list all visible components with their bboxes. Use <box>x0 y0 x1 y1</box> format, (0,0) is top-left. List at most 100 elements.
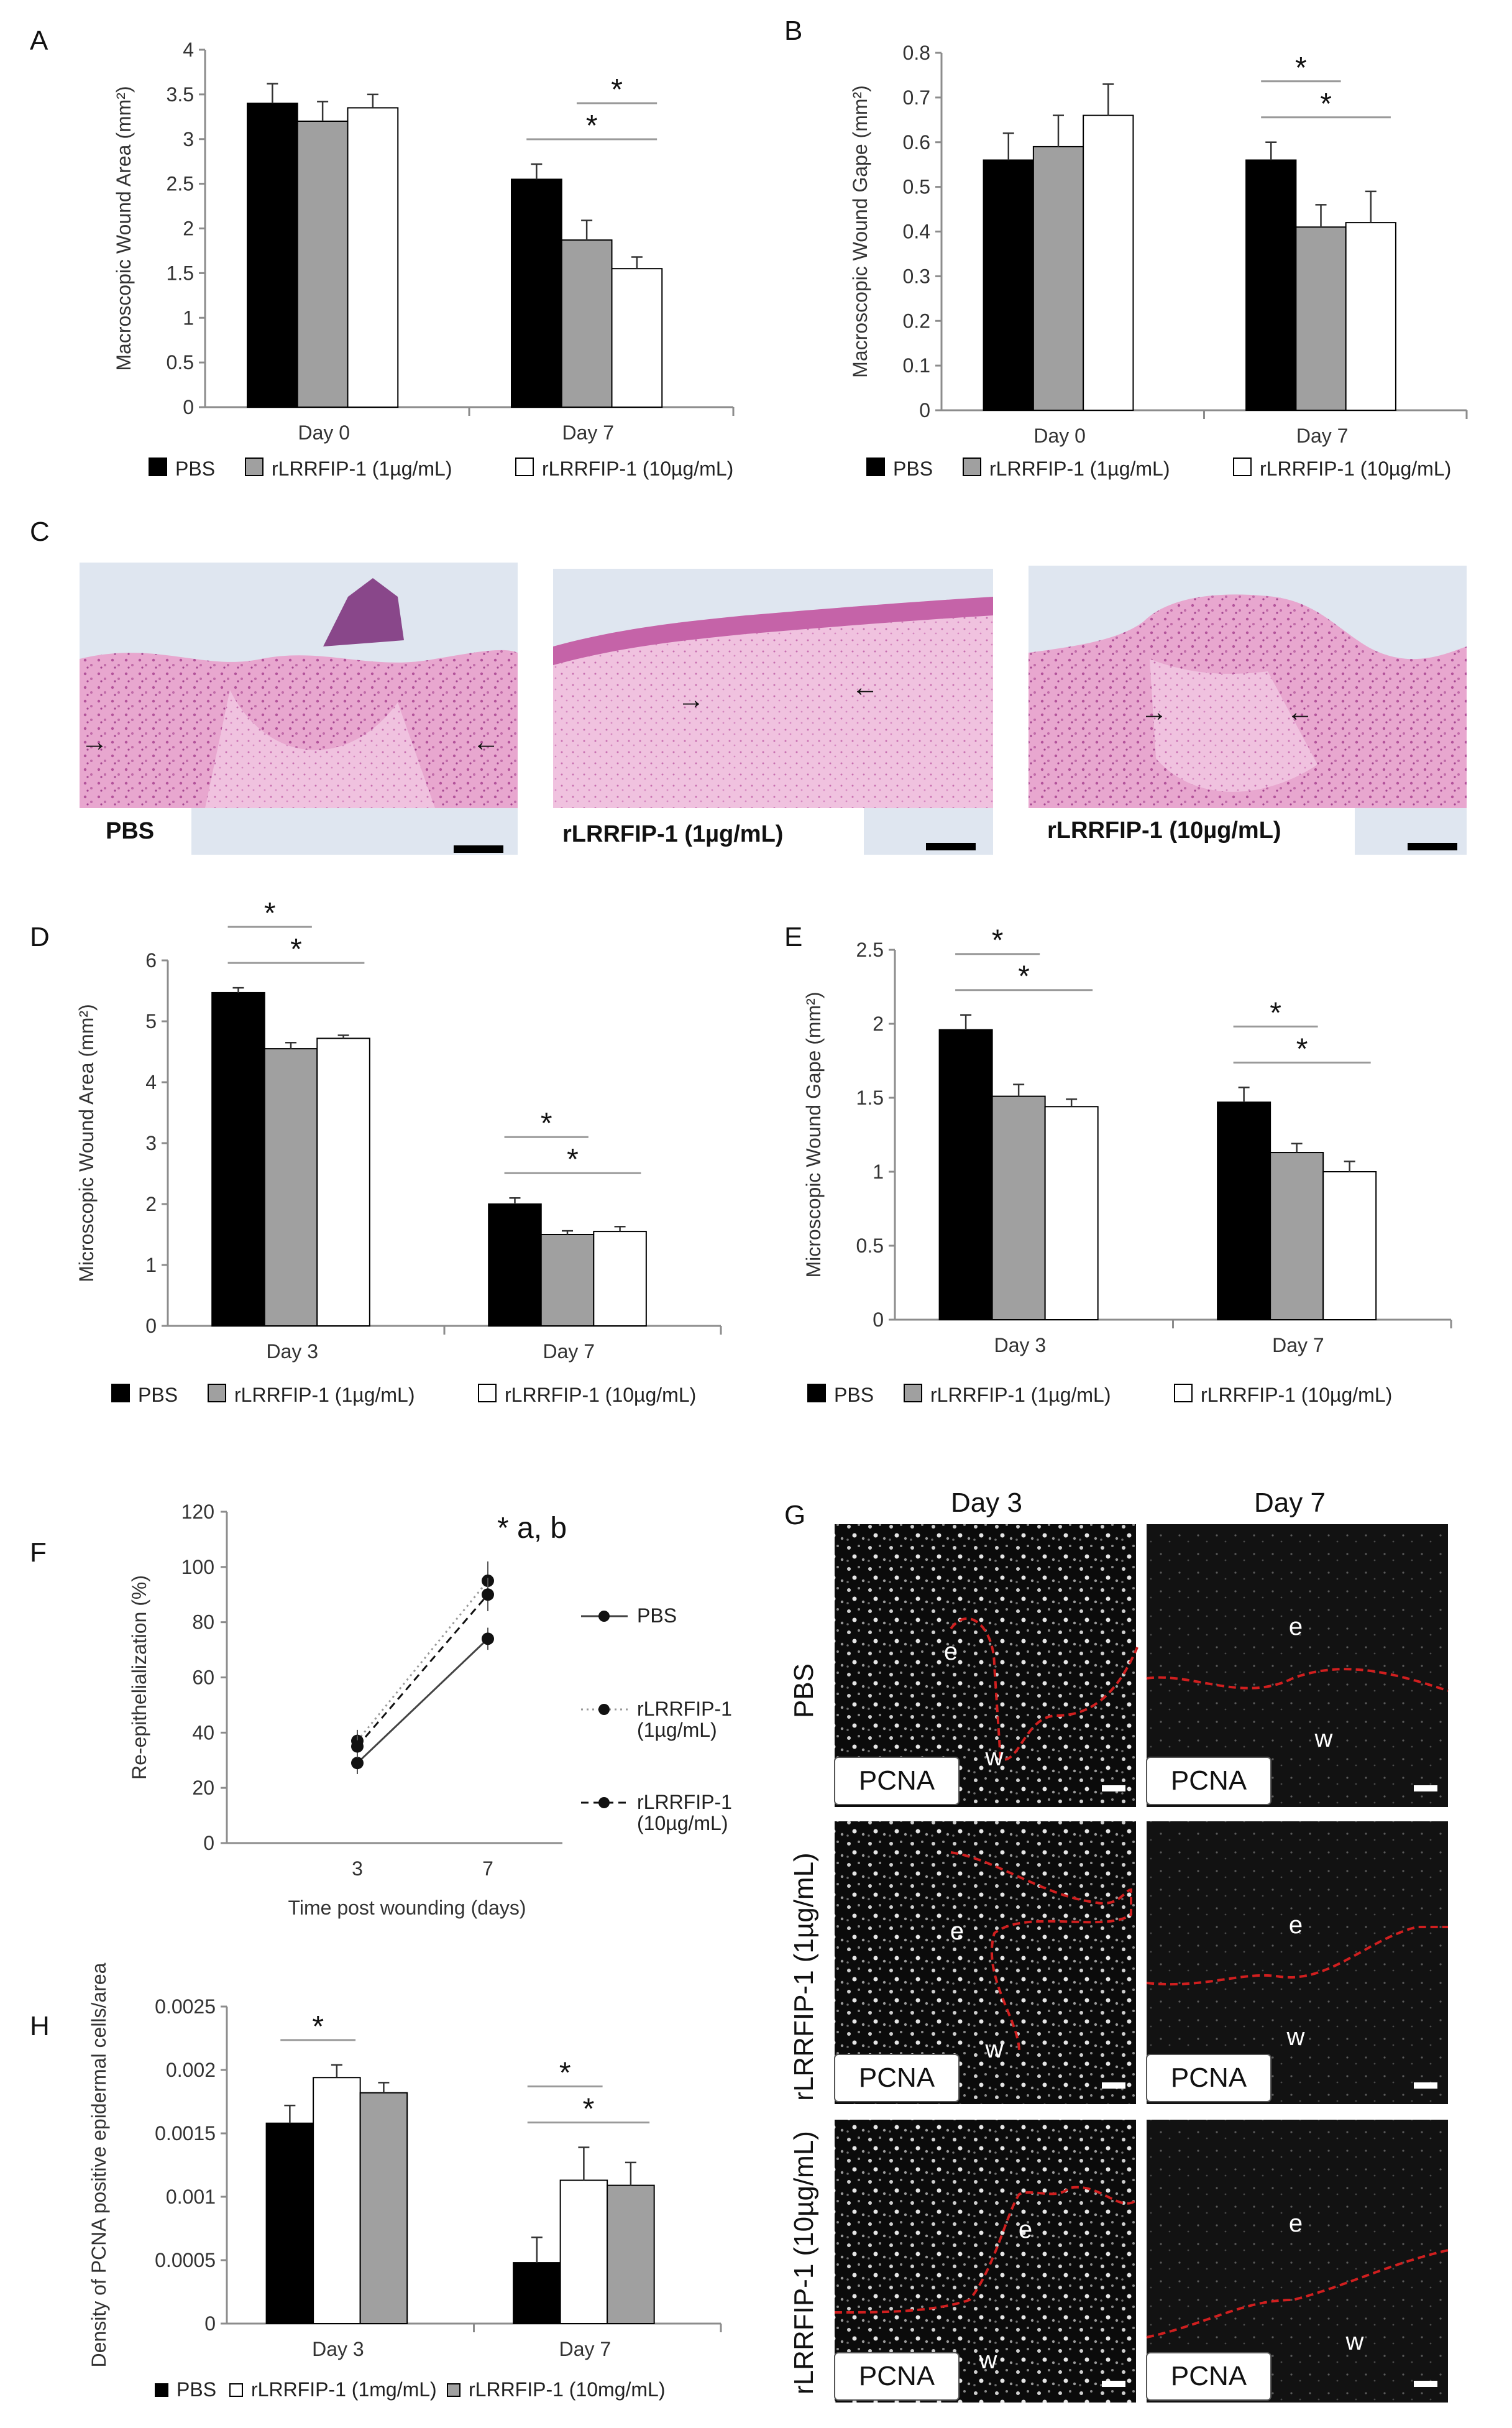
y-tick-label: 0.0015 <box>155 2122 216 2145</box>
bar <box>265 2122 314 2324</box>
bar <box>1295 226 1347 411</box>
arrow-left-icon: ← <box>851 672 879 702</box>
significance-star: * <box>567 1143 579 1176</box>
legend-label: (1µg/mL) <box>637 1719 717 1741</box>
stain-label-box <box>834 2352 960 2401</box>
significance-star: * <box>1018 960 1030 993</box>
x-tick-label: Day 3 <box>994 1334 1047 1356</box>
y-tick-label: 0.1 <box>903 354 930 377</box>
bar <box>540 1234 595 1327</box>
pcna-micrograph: e w PCNA <box>1146 2120 1449 2403</box>
bar <box>296 121 349 408</box>
bar <box>1044 1106 1099 1321</box>
bar <box>983 159 1034 411</box>
panel-label-g: G <box>784 1500 805 1530</box>
legend-label: PBS <box>175 458 215 480</box>
stain-label: PCNA <box>859 2062 935 2093</box>
panel-label-f: F <box>30 1537 47 1568</box>
wound-boundary-line <box>950 1617 1139 1761</box>
bar <box>1322 1171 1377 1320</box>
chart-f: 0 20 40 60 80 100 120 3 7 Re-epithelialization (%… <box>128 1501 732 1919</box>
pcna-micrograph: e w PCNA <box>834 1821 1136 2104</box>
y-tick-label: 4 <box>145 1071 157 1093</box>
legend-label: rLRRFIP-1 (1µg/mL) <box>930 1384 1111 1406</box>
x-tick-label: Day 7 <box>1296 425 1349 447</box>
x-tick-label: Day 7 <box>559 2338 612 2360</box>
y-tick-label: 0.001 <box>166 2186 216 2208</box>
bar <box>607 2184 655 2324</box>
x-axis-label: Time post wounding (days) <box>288 1897 526 1919</box>
epidermis-label: e <box>944 1638 958 1665</box>
panel-label-b: B <box>784 16 802 46</box>
x-tick-label: Day 0 <box>298 421 350 444</box>
stain-label-box <box>834 2054 960 2102</box>
y-tick-label: 0.8 <box>903 42 930 64</box>
y-axis-label: Macroscopic Wound Gape (mm²) <box>849 85 871 378</box>
stain-label: PCNA <box>1171 2361 1247 2391</box>
significance-star: * <box>1295 52 1307 85</box>
y-tick-label: 2 <box>145 1193 157 1215</box>
legend-swatch <box>1233 458 1252 476</box>
y-tick-label: 0.5 <box>856 1235 884 1257</box>
y-tick-label: 0 <box>183 396 194 418</box>
bar <box>938 1029 993 1321</box>
bar <box>211 991 265 1327</box>
x-tick-label: Day 3 <box>266 1340 318 1363</box>
arrow-left-icon: ← <box>1286 697 1314 727</box>
bar <box>559 2179 608 2324</box>
y-axis-label: Re-epithelialization (%) <box>128 1575 150 1780</box>
data-point <box>482 1588 494 1601</box>
legend-label: PBS <box>893 458 933 480</box>
panel-label-d: D <box>30 922 50 952</box>
bar <box>1217 1101 1271 1320</box>
legend-label: rLRRFIP-1 <box>637 1791 732 1813</box>
significance-star: * <box>290 933 302 966</box>
wound-label: w <box>1286 2023 1305 2051</box>
scale-bar <box>1102 2082 1125 2089</box>
wound-label: w <box>1345 2328 1364 2355</box>
bar <box>611 268 663 408</box>
legend-swatch <box>111 1384 130 1402</box>
y-tick-label: 20 <box>192 1777 214 1799</box>
wound-label: w <box>985 1744 1004 1771</box>
legend-label: rLRRFIP-1 (1µg/mL) <box>234 1384 415 1406</box>
legend-label: rLRRFIP-1 (10µg/mL) <box>1201 1384 1392 1406</box>
bar <box>1083 114 1134 411</box>
bar <box>313 2077 361 2324</box>
pcna-micrograph: e w PCNA <box>1146 1821 1448 2104</box>
y-tick-label: 60 <box>192 1667 214 1689</box>
wound-boundary-line <box>1146 1926 1448 1986</box>
epidermis-label: e <box>1289 1911 1303 1939</box>
histology-panel: PBS → ← rLRRFIP-1 (1µg/mL) → ← rLRRFIP-1… <box>80 563 1467 855</box>
pcna-column-day3: Day 3 <box>951 1488 1022 1518</box>
significance-star: * <box>264 897 276 930</box>
y-tick-label: 0.0025 <box>155 1995 216 2018</box>
epidermis-label: e <box>950 1918 964 1945</box>
series-line <box>356 1580 489 1742</box>
y-tick-label: 0.4 <box>903 221 930 243</box>
bar <box>593 1231 647 1327</box>
bar <box>359 2092 408 2324</box>
significance-star: * <box>312 2010 324 2043</box>
legend-swatch <box>208 1384 226 1402</box>
y-tick-label: 1.5 <box>856 1087 884 1109</box>
legend-swatch <box>149 458 167 476</box>
legend-label: PBS <box>834 1384 874 1406</box>
significance-star: * <box>559 2056 571 2089</box>
y-tick-label: 0.7 <box>903 86 930 109</box>
legend-swatch <box>904 1384 922 1402</box>
wound-label: w <box>985 2036 1004 2063</box>
wound-label: w <box>1314 1725 1333 1752</box>
stain-label-box <box>1146 2352 1271 2401</box>
bar <box>316 1037 370 1327</box>
y-tick-label: 100 <box>181 1556 214 1578</box>
histology-label-pbs: PBS <box>106 818 154 844</box>
significance-star: * <box>992 924 1004 957</box>
chart-b: 0 0.1 0.2 0.3 0.4 0.5 0.6 0.7 0.8 Macroscopic Wou… <box>849 42 1468 480</box>
legend-marker <box>598 1704 610 1715</box>
series-line <box>356 1594 489 1747</box>
chart-a: 0 0.5 1 1.5 2 2.5 3 3.5 4 Macroscopic Wound Area … <box>112 39 735 480</box>
epidermis-label: e <box>1289 2210 1303 2237</box>
x-tick-label: Day 0 <box>1033 425 1086 447</box>
